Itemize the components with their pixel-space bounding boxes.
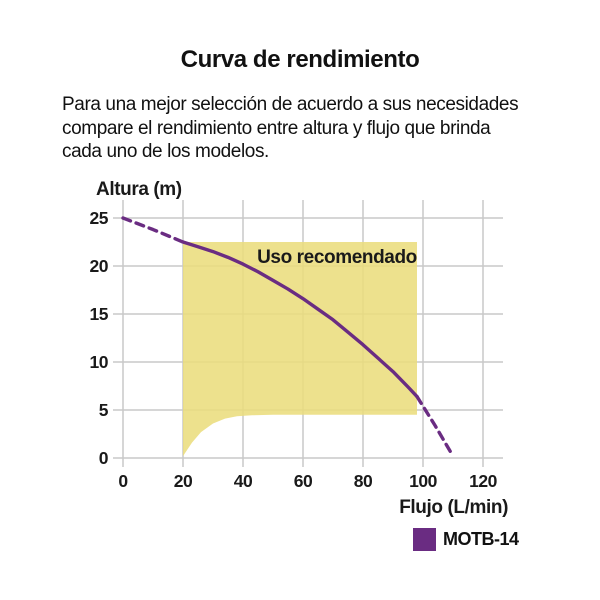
description-line-1: Para una mejor selección de acuerdo a su…	[62, 94, 519, 115]
description-line-3: cada uno de los modelos.	[62, 141, 269, 162]
y-tick-label-5: 5	[99, 400, 109, 420]
x-tick-label-60: 60	[294, 471, 313, 491]
y-tick-label-20: 20	[90, 256, 109, 276]
y-tick-label-25: 25	[90, 208, 109, 228]
pump-curve-segment-1	[121, 216, 185, 244]
legend: MOTB-14	[413, 528, 519, 551]
y-tick-label-0: 0	[99, 448, 109, 468]
x-tick-label-80: 80	[354, 471, 373, 491]
page-title: Curva de rendimiento	[180, 46, 420, 73]
x-tick-label-100: 100	[409, 471, 437, 491]
x-tick-label-40: 40	[234, 471, 253, 491]
description: Para una mejor selección de acuerdo a su…	[62, 93, 562, 164]
y-tick-label-15: 15	[90, 304, 109, 324]
x-axis-label: Flujo (L/min)	[399, 497, 508, 518]
x-tick-label-120: 120	[469, 471, 497, 491]
x-tick-label-0: 0	[118, 471, 128, 491]
recommended-region	[183, 242, 417, 457]
description-line-2: compare el rendimiento entre altura y fl…	[62, 117, 491, 139]
legend-swatch	[413, 528, 436, 551]
legend-model-label: MOTB-14	[443, 529, 519, 549]
x-tick-label-20: 20	[174, 471, 193, 491]
pump-curve-segment-2	[181, 240, 419, 399]
recommended-region-label: Uso recomendado	[257, 247, 417, 268]
pump-curve-segment-3	[415, 394, 455, 458]
y-axis-label: Altura (m)	[96, 179, 182, 200]
performance-chart: Uso recomendado 0 5 10 15 20 25 0 20 40 60 80 100 120…	[90, 179, 509, 518]
y-tick-label-10: 10	[90, 352, 109, 372]
